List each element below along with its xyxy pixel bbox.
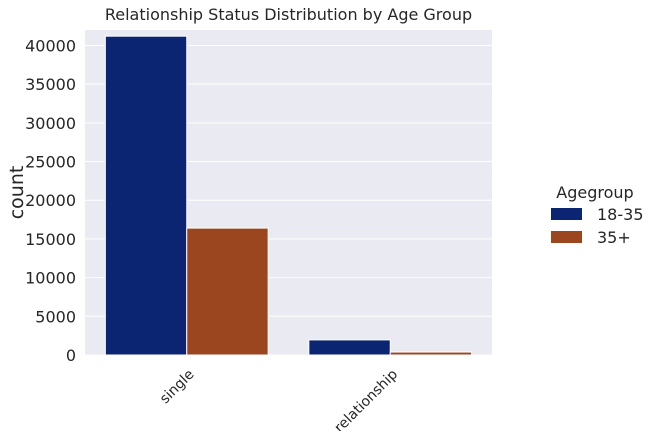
legend-swatch	[551, 231, 582, 243]
x-tick-label: relationship	[332, 366, 402, 431]
legend-label: 35+	[597, 228, 631, 247]
bar-relationship-35+	[389, 351, 473, 356]
legend: Agegroup 18-35 35+	[551, 183, 644, 247]
x-tick-label: single	[157, 367, 198, 408]
y-tick-label: 0	[66, 346, 76, 365]
y-tick-label: 40000	[25, 36, 76, 55]
bar-single-35+	[186, 227, 269, 356]
bars	[104, 35, 473, 356]
y-tick-label: 10000	[25, 269, 76, 288]
legend-swatch	[551, 208, 582, 220]
chart-title: Relationship Status Distribution by Age …	[105, 5, 472, 24]
y-tick-label: 15000	[25, 230, 76, 249]
y-axis-label: count	[6, 166, 28, 220]
y-axis-ticks: 0 5000 10000 15000 20000 25000 30000 35000 40000	[25, 36, 76, 365]
y-tick-label: 25000	[25, 153, 76, 172]
legend-title: Agegroup	[556, 183, 633, 202]
legend-label: 18-35	[597, 205, 644, 224]
x-axis-ticks: single relationship	[157, 366, 401, 431]
y-tick-label: 20000	[25, 191, 76, 210]
y-tick-label: 30000	[25, 114, 76, 133]
bar-single-18-35	[104, 35, 188, 356]
y-tick-label: 5000	[35, 307, 76, 326]
y-tick-label: 35000	[25, 75, 76, 94]
bar-relationship-18-35	[308, 339, 391, 356]
